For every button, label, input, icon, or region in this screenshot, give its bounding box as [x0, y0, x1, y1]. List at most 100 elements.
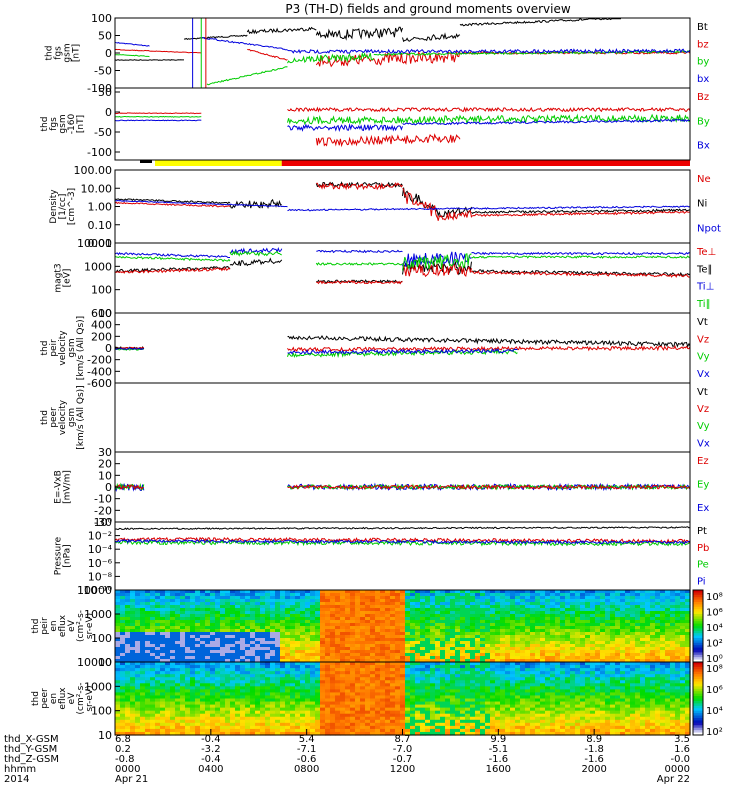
- spectrogram-cell: [450, 686, 456, 690]
- spectrogram-cell: [150, 611, 156, 615]
- spectrogram-cell: [405, 626, 411, 630]
- spectrogram-cell: [485, 605, 491, 609]
- spectrogram-cell: [230, 719, 236, 724]
- spectrogram-cell: [155, 626, 161, 630]
- spectrogram-cell: [375, 680, 381, 684]
- spectrogram-cell: [365, 620, 371, 624]
- spectrogram-cell: [195, 701, 201, 706]
- spectrogram-cell: [425, 665, 431, 669]
- spectrogram-cell: [485, 635, 491, 639]
- spectrogram-cell: [535, 689, 541, 694]
- spectrogram-cell: [310, 707, 316, 712]
- spectrogram-cell: [660, 653, 666, 657]
- spectrogram-cell: [165, 605, 171, 609]
- spectrogram-cell: [450, 629, 456, 633]
- spectrogram-cell: [185, 626, 191, 630]
- spectrogram-cell: [190, 593, 196, 597]
- spectrogram-cell: [460, 611, 466, 615]
- spectrogram-cell: [460, 656, 466, 660]
- spectrogram-cell: [455, 629, 461, 633]
- spectrogram-cell: [405, 650, 411, 654]
- spectrogram-cell: [210, 620, 216, 624]
- spectrogram-cell: [530, 707, 536, 712]
- spectrogram-cell: [355, 653, 361, 657]
- spectrogram-cell: [130, 728, 136, 733]
- spectrogram-cell: [575, 590, 581, 594]
- spectrogram-cell: [320, 692, 326, 697]
- spectrogram-cell: [290, 602, 296, 606]
- spectrogram-cell: [370, 701, 376, 706]
- spectrogram-cell: [300, 671, 306, 675]
- spectrogram-cell: [350, 683, 356, 687]
- spectrogram-cell: [525, 710, 531, 715]
- spectrogram-cell: [520, 653, 526, 657]
- spectrogram-cell: [420, 686, 426, 690]
- spectrogram-cell: [150, 710, 156, 715]
- spectrogram-cell: [345, 668, 351, 672]
- spectrogram-cell: [225, 650, 231, 654]
- spectrogram-cell: [635, 605, 641, 609]
- spectrogram-cell: [125, 731, 131, 736]
- spectrogram-cell: [365, 614, 371, 618]
- spectrogram-cell: [390, 719, 396, 724]
- spectrogram-cell: [420, 728, 426, 733]
- spectrogram-cell: [270, 608, 276, 612]
- spectrogram-cell: [120, 686, 126, 690]
- spectrogram-cell: [485, 722, 491, 727]
- spectrogram-cell: [540, 659, 546, 663]
- spectrogram-cell: [240, 704, 246, 709]
- spectrogram-cell: [395, 590, 401, 594]
- spectrogram-cell: [220, 725, 226, 730]
- spectrogram-cell: [355, 689, 361, 694]
- spectrogram-cell: [125, 620, 131, 624]
- spectrogram-cell: [515, 629, 521, 633]
- spectrogram-cell: [515, 647, 521, 651]
- spectrogram-cell: [215, 701, 221, 706]
- spectrogram-cell: [625, 641, 631, 645]
- spectrogram-cell: [170, 623, 176, 627]
- spectrogram-cell: [315, 665, 321, 669]
- spectrogram-cell: [500, 674, 506, 678]
- spectrogram-cell: [685, 659, 691, 663]
- spectrogram-cell: [525, 728, 531, 733]
- spectrogram-cell: [125, 665, 131, 669]
- spectrogram-cell: [595, 644, 601, 648]
- spectrogram-cell: [525, 617, 531, 621]
- spectrogram-cell: [325, 665, 331, 669]
- spectrogram-cell: [235, 698, 241, 703]
- spectrogram-cell: [120, 653, 126, 657]
- spectrogram-cell: [570, 602, 576, 606]
- spectrogram-cell: [170, 644, 176, 648]
- spectrogram-cell: [180, 722, 186, 727]
- spectrogram-cell: [480, 707, 486, 712]
- spectrogram-cell: [265, 617, 271, 621]
- spectrogram-cell: [360, 650, 366, 654]
- spectrogram-cell: [220, 602, 226, 606]
- spectrogram-cell: [325, 692, 331, 697]
- spectrogram-cell: [620, 635, 626, 639]
- spectrogram-cell: [555, 602, 561, 606]
- spectrogram-cell: [335, 689, 341, 694]
- spectrogram-cell: [445, 716, 451, 721]
- spectrogram-cell: [350, 611, 356, 615]
- spectrogram-cell: [585, 611, 591, 615]
- spectrogram-cell: [150, 647, 156, 651]
- spectrogram-cell: [565, 698, 571, 703]
- spectrogram-cell: [325, 683, 331, 687]
- spectrogram-cell: [390, 722, 396, 727]
- spectrogram-cell: [355, 680, 361, 684]
- spectrogram-cell: [425, 731, 431, 736]
- spectrogram-cell: [405, 590, 411, 594]
- spectrogram-cell: [295, 659, 301, 663]
- spectrogram-cell: [370, 722, 376, 727]
- spectrogram-cell: [125, 674, 131, 678]
- spectrogram-cell: [345, 590, 351, 594]
- spectrogram-cell: [565, 605, 571, 609]
- spectrogram-cell: [585, 659, 591, 663]
- spectrogram-cell: [500, 707, 506, 712]
- spectrogram-cell: [130, 641, 136, 645]
- spectrogram-cell: [435, 629, 441, 633]
- spectrogram-cell: [525, 686, 531, 690]
- spectrogram-cell: [490, 713, 496, 718]
- spectrogram-cell: [595, 653, 601, 657]
